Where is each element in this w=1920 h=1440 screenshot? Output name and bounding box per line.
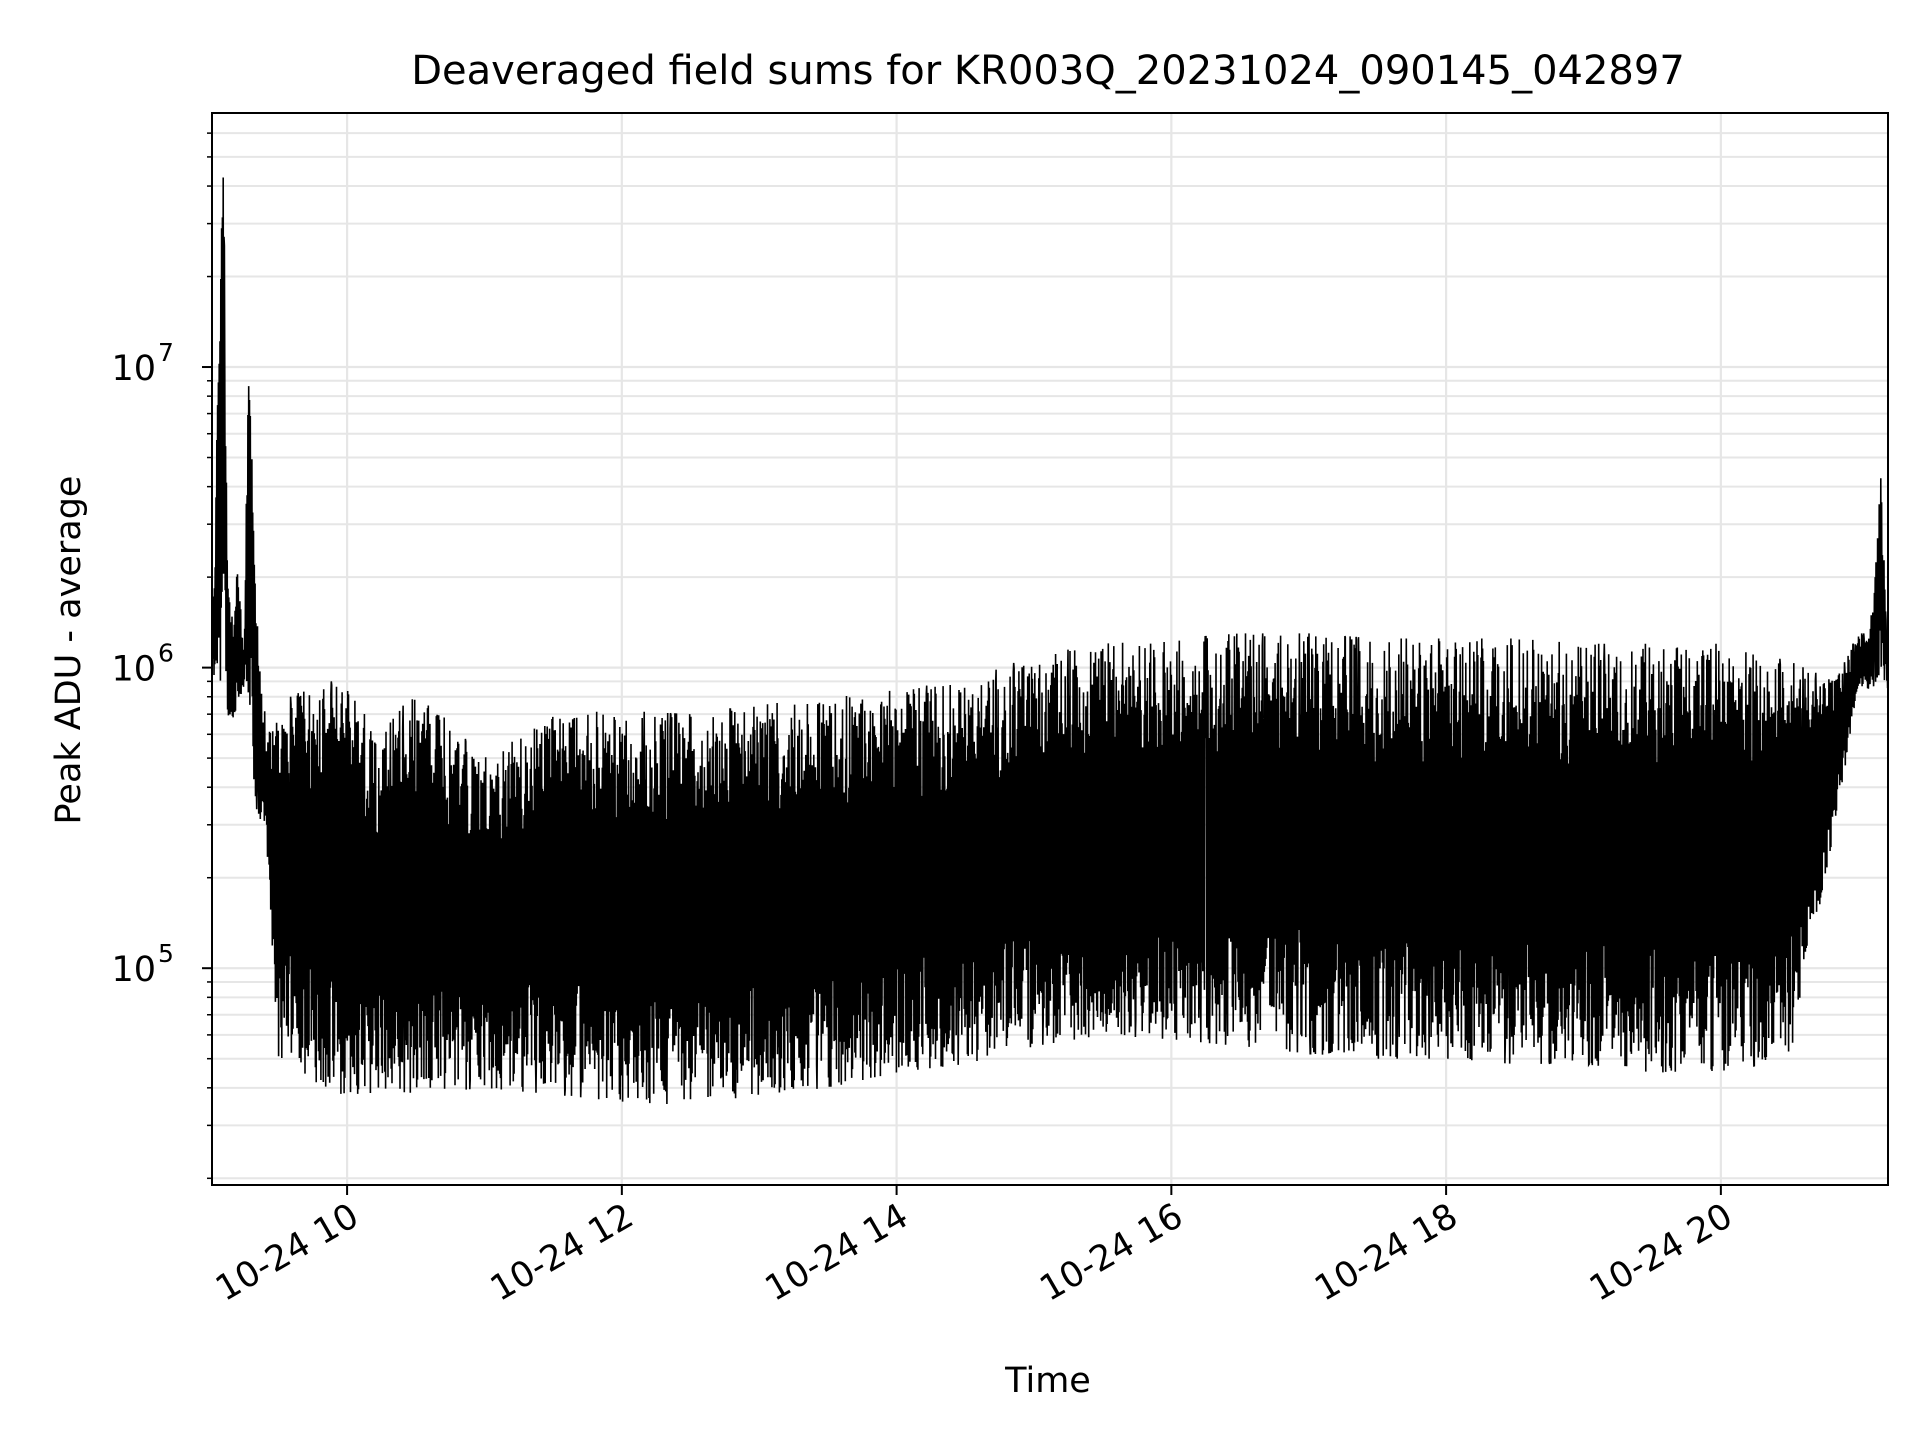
series-line — [211, 177, 1889, 1105]
y-tick-exponent: 5 — [158, 939, 174, 968]
plot-frame — [211, 112, 1889, 1186]
y-tick-exponent: 7 — [158, 338, 174, 367]
chart-title: Deaveraged field sums for KR003Q_2023102… — [411, 48, 1685, 94]
y-tick-label: 10 — [111, 650, 156, 690]
y-tick-label: 10 — [111, 349, 156, 389]
y-tick-exponent: 6 — [158, 639, 174, 668]
plot-area — [211, 177, 1889, 1105]
x-axis-label: Time — [1004, 1361, 1091, 1401]
y-tick-label: 10 — [111, 950, 156, 990]
y-axis-label: Peak ADU - average — [49, 476, 89, 825]
